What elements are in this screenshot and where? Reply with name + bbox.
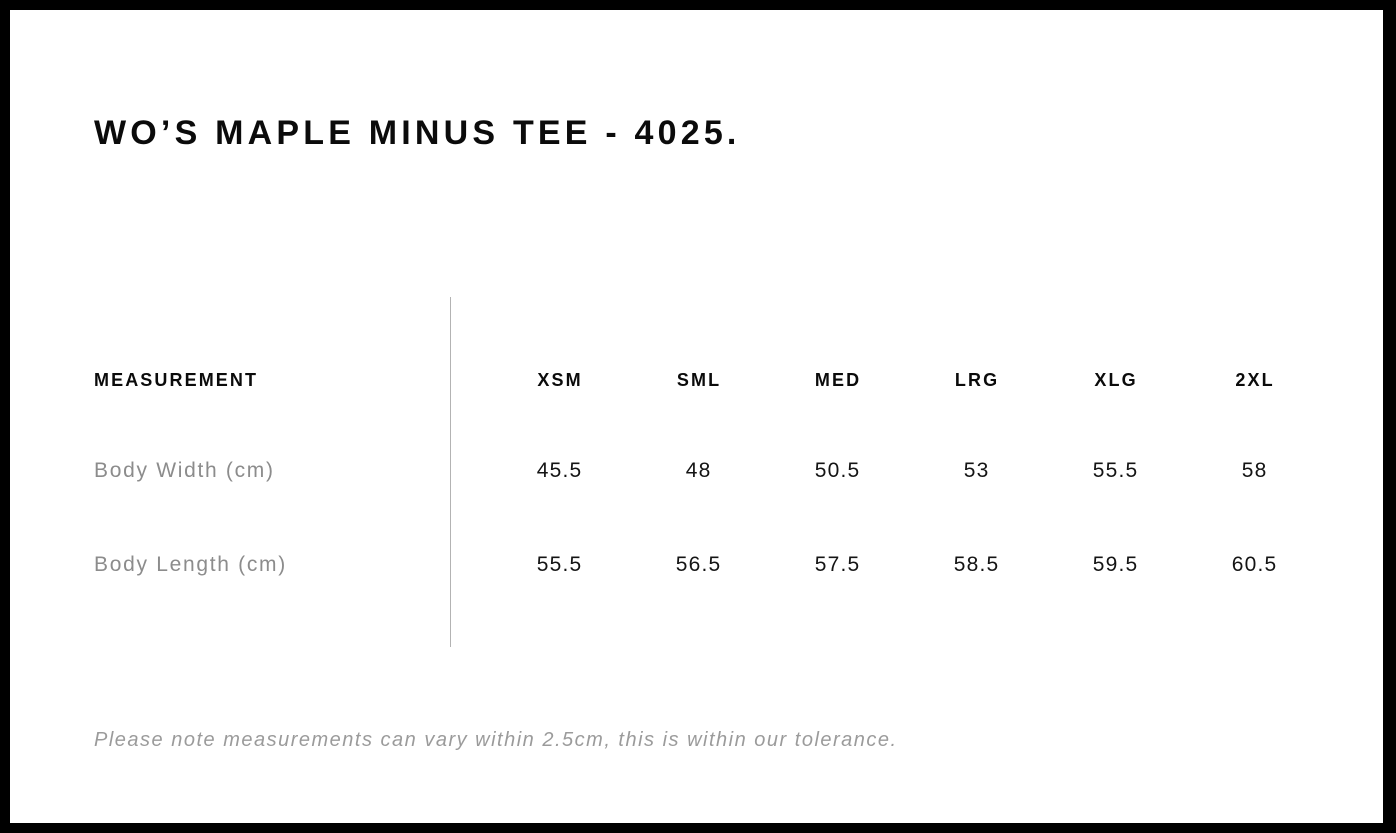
cell-body-width-xlg: 55.5 bbox=[1092, 459, 1139, 482]
size-chart-card: WO’S MAPLE MINUS TEE - 4025. MEASUREMENT… bbox=[10, 10, 1383, 823]
cell-body-width-lrg: 53 bbox=[963, 459, 990, 482]
row-label-body-width: Body Width (cm) bbox=[94, 459, 275, 482]
column-header-2xl: 2XL bbox=[1235, 370, 1275, 390]
row-label-body-length: Body Length (cm) bbox=[94, 553, 287, 576]
cell-body-length-sml: 56.5 bbox=[675, 553, 722, 576]
page-title: WO’S MAPLE MINUS TEE - 4025. bbox=[94, 114, 741, 152]
column-header-lrg: LRG bbox=[954, 370, 1000, 390]
column-header-med: MED bbox=[814, 370, 862, 390]
tolerance-footnote: Please note measurements can vary within… bbox=[94, 729, 898, 751]
column-header-xlg: XLG bbox=[1094, 370, 1138, 390]
table-column-divider bbox=[450, 297, 451, 647]
cell-body-width-2xl: 58 bbox=[1241, 459, 1268, 482]
cell-body-length-xsm: 55.5 bbox=[536, 553, 583, 576]
cell-body-width-xsm: 45.5 bbox=[536, 459, 583, 482]
cell-body-length-xlg: 59.5 bbox=[1092, 553, 1139, 576]
column-header-xsm: XSM bbox=[537, 370, 583, 390]
table-row: Body Width (cm) 45.5 48 50.5 53 55.5 58 bbox=[10, 451, 1383, 491]
table-row: Body Length (cm) 55.5 56.5 57.5 58.5 59.… bbox=[10, 545, 1383, 585]
cell-body-length-med: 57.5 bbox=[814, 553, 861, 576]
table-header-row: MEASUREMENT XSM SML MED LRG XLG 2XL bbox=[10, 360, 1383, 400]
cell-body-width-med: 50.5 bbox=[814, 459, 861, 482]
cell-body-width-sml: 48 bbox=[685, 459, 712, 482]
cell-body-length-2xl: 60.5 bbox=[1231, 553, 1278, 576]
column-header-measurement: MEASUREMENT bbox=[94, 370, 259, 390]
column-header-sml: SML bbox=[676, 370, 722, 390]
cell-body-length-lrg: 58.5 bbox=[953, 553, 1000, 576]
size-table: MEASUREMENT XSM SML MED LRG XLG 2XL Body… bbox=[10, 10, 1383, 823]
